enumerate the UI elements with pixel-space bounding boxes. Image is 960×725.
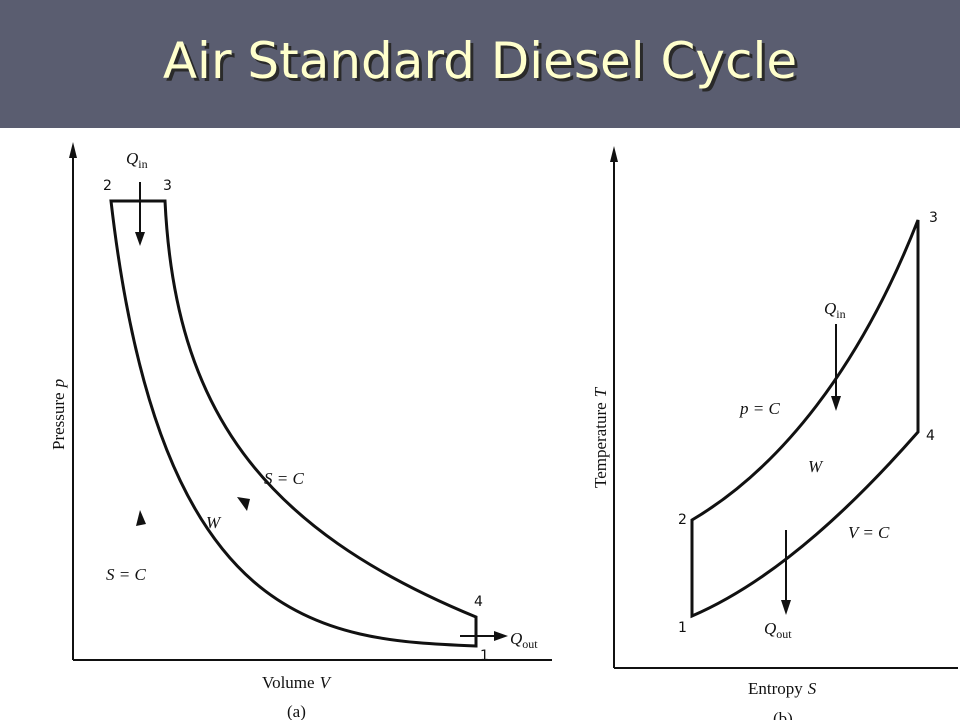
ts-y-axis-label: TemperatureT: [591, 386, 610, 488]
pv-state-4-label: 4: [474, 594, 483, 610]
ts-state-4-label: 4: [926, 428, 935, 444]
pv-qin-arrowhead: [135, 232, 145, 246]
ts-qin-arrowhead: [831, 396, 841, 411]
pv-y-axis-label: Pressurep: [49, 379, 68, 450]
ts-qin-label: Qin: [824, 299, 846, 321]
ts-state-3-label: 3: [929, 210, 938, 226]
slide-content: 2 3 4 1 Qin Qout S = C S = C W Volume V P…: [0, 128, 960, 725]
pv-qout-label: Qout: [510, 629, 538, 651]
slide-title: Air Standard Diesel Cycle: [162, 32, 798, 90]
pv-y-axis-arrow: [69, 142, 77, 158]
pv-x-axis-label: Volume V: [262, 673, 333, 692]
ts-qout-arrowhead: [781, 600, 791, 615]
ts-y-axis-arrow: [610, 146, 618, 162]
pv-isentropic-expansion-label: S = C: [264, 469, 304, 488]
title-bar: Air Standard Diesel Cycle: [0, 0, 960, 128]
ts-constant-pressure-label: p = C: [739, 399, 780, 418]
ts-constant-volume-label: V = C: [848, 523, 890, 542]
ts-x-axis-label: Entropy S: [748, 679, 817, 698]
pv-caption: (a): [287, 702, 306, 720]
pv-cycle-path: [109, 199, 478, 648]
pv-state-1-label: 1: [480, 648, 489, 664]
pv-isentropic-compression-label: S = C: [106, 565, 146, 584]
pv-qin-label: Qin: [126, 149, 148, 171]
ts-state-1-label: 1: [678, 620, 687, 636]
pv-state-3-label: 3: [163, 178, 172, 194]
ts-cycle-path: [690, 219, 920, 619]
pv-diagram: 2 3 4 1 Qin Qout S = C S = C W Volume V P…: [49, 142, 552, 721]
pv-qout-arrowhead: [494, 631, 508, 641]
pv-compression-direction-arrow: [136, 510, 146, 526]
ts-work-label: W: [808, 457, 824, 476]
ts-diagram: 3 4 2 1 Qin Qout p = C V = C W Entropy S …: [591, 146, 958, 725]
pv-state-2-label: 2: [103, 178, 112, 194]
ts-qout-label: Qout: [764, 619, 792, 641]
diagrams-canvas: 2 3 4 1 Qin Qout S = C S = C W Volume V P…: [49, 142, 958, 725]
pv-work-label: W: [206, 513, 222, 532]
ts-state-2-label: 2: [678, 512, 687, 528]
pv-expansion-direction-arrow: [237, 497, 250, 511]
ts-caption: (b): [773, 709, 793, 720]
